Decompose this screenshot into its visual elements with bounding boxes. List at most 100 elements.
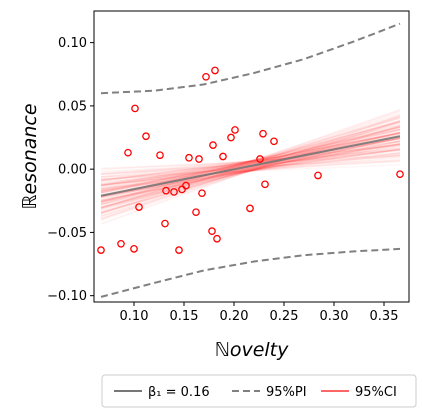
ci-sample-line xyxy=(100,114,401,214)
y-tick-label: 0.00 xyxy=(58,163,87,178)
ci-sample-line xyxy=(100,155,401,181)
data-point xyxy=(97,246,105,254)
ci-sample-line xyxy=(100,142,401,198)
legend-label: 95%PI xyxy=(266,385,307,400)
ci-sample-line xyxy=(100,154,401,181)
x-tick-label: 0.15 xyxy=(170,309,199,324)
y-tick-label: 0.10 xyxy=(58,36,87,51)
data-point xyxy=(185,153,193,162)
pi-lines xyxy=(100,22,401,298)
ci-sample-line xyxy=(100,143,401,193)
data-point xyxy=(117,239,125,248)
data-point xyxy=(124,148,132,157)
data-point xyxy=(270,137,278,146)
ci-sample-line xyxy=(100,144,401,178)
data-point xyxy=(256,155,264,163)
y-axis-ticks: −0.10 −0.05 0.00 0.05 0.10 xyxy=(47,36,94,304)
data-point xyxy=(213,234,221,243)
ci-sample-line xyxy=(100,143,401,182)
ci-sample-line xyxy=(100,115,401,209)
ci-sample-line xyxy=(100,124,401,218)
ci-sample-line xyxy=(100,137,401,202)
data-point xyxy=(195,155,203,163)
ci-sample-line xyxy=(100,140,401,182)
data-point xyxy=(170,188,178,196)
fit-line xyxy=(100,135,401,197)
legend-label: 95%CI xyxy=(355,385,397,400)
data-point xyxy=(162,186,170,195)
ci-sample-line xyxy=(100,129,401,213)
ci-sample-line xyxy=(100,121,401,220)
ci-sample-line xyxy=(100,131,401,194)
data-point xyxy=(130,245,138,253)
ci-sample-line xyxy=(100,147,401,176)
ci-sample-line xyxy=(100,125,401,215)
y-tick-label: −0.10 xyxy=(47,289,87,304)
x-tick-label: 0.25 xyxy=(270,309,299,324)
ci-sample-line xyxy=(100,120,401,204)
data-point xyxy=(198,189,206,198)
data-point xyxy=(261,180,269,189)
y-tick-label: −0.05 xyxy=(47,226,87,241)
data-point xyxy=(182,181,190,190)
x-tick-label: 0.30 xyxy=(320,309,349,324)
x-axis-label: ℕovelty xyxy=(215,339,290,361)
ci-sample-line xyxy=(100,140,401,202)
ci-sample-line xyxy=(100,149,401,174)
ci-sample-line xyxy=(100,140,401,198)
ci-sample-line xyxy=(100,149,401,181)
y-tick-label: 0.05 xyxy=(58,99,87,114)
data-point xyxy=(259,129,267,138)
y-axis-label: ℝesonance xyxy=(19,103,41,209)
ci-sample-line xyxy=(100,152,401,187)
x-axis-ticks: 0.10 0.15 0.20 0.25 0.30 0.35 xyxy=(120,302,399,324)
data-point xyxy=(246,204,254,213)
data-point xyxy=(396,170,404,179)
ci-sample-line xyxy=(100,132,401,192)
ci-sample-line xyxy=(100,143,401,192)
ci-sample-line xyxy=(100,126,401,208)
ci-sample-line xyxy=(100,148,401,190)
ci-sample-line xyxy=(100,148,401,192)
ci-sample-line xyxy=(100,136,401,206)
ci-sample-line xyxy=(100,132,401,205)
ci-sample-line xyxy=(100,126,401,203)
ci-sample-line xyxy=(100,152,401,190)
data-point xyxy=(219,152,227,161)
ci-sample-line xyxy=(100,128,401,209)
ci-sample-line xyxy=(100,136,401,187)
ci-sample-line xyxy=(100,133,401,190)
x-tick-label: 0.10 xyxy=(120,309,149,324)
ci-sample-line xyxy=(100,144,401,197)
data-point xyxy=(131,104,139,113)
ci-sample-line xyxy=(100,126,401,197)
pi-upper-line xyxy=(100,22,401,95)
pi-lower-line xyxy=(100,247,401,298)
ci-sample-line xyxy=(100,116,401,205)
ci-sample-line xyxy=(100,159,401,183)
data-point xyxy=(156,151,164,160)
ci-sample-line xyxy=(100,156,401,186)
x-tick-label: 0.35 xyxy=(370,309,399,324)
data-point xyxy=(142,132,150,141)
ci-sample-line xyxy=(100,131,401,210)
data-point xyxy=(175,246,183,254)
ci-sample-line xyxy=(100,121,401,201)
ci-sample-line xyxy=(100,120,401,217)
data-point xyxy=(211,66,219,75)
ci-sample-line xyxy=(100,112,401,210)
x-tick-label: 0.20 xyxy=(220,309,249,324)
ci-sample-line xyxy=(100,144,401,181)
data-point xyxy=(231,126,239,134)
legend-label: β₁ = 0.16 xyxy=(148,385,210,400)
data-point xyxy=(192,208,200,217)
ci-sample-line xyxy=(100,126,401,214)
data-point xyxy=(209,141,217,149)
data-point xyxy=(178,185,186,194)
data-point xyxy=(161,219,169,228)
ci-sample-line xyxy=(100,148,401,179)
ci-sample-line xyxy=(100,128,401,194)
ci-sample-line xyxy=(100,120,401,206)
plot-frame xyxy=(93,10,410,303)
